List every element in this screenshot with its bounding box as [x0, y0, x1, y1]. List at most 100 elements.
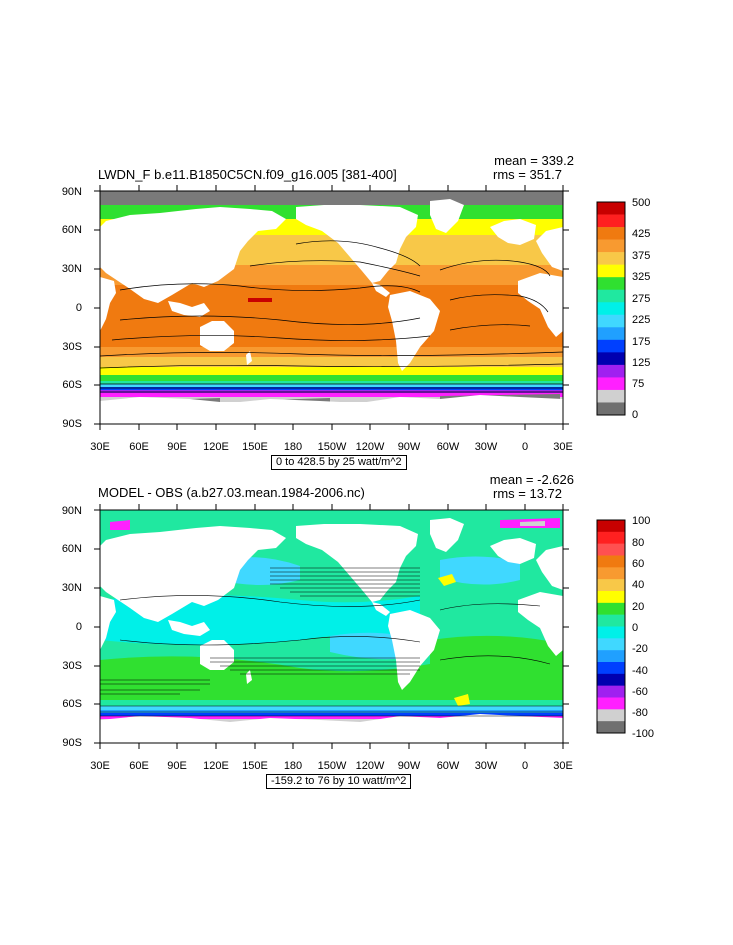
- lon-label: 90W: [397, 760, 421, 772]
- colorbar-label: 0: [632, 622, 639, 634]
- colorbar-label: 0: [632, 409, 639, 421]
- colorbar-swatch: [597, 662, 625, 675]
- colorbar-label: 100: [632, 515, 651, 527]
- lon-label: 150E: [242, 441, 268, 453]
- colorbar-label: 175: [632, 336, 651, 348]
- lon-label: 0: [521, 760, 529, 772]
- colorbar-swatch: [597, 339, 625, 353]
- colorbar-label: 40: [632, 579, 645, 591]
- lat-label: 30S: [62, 660, 82, 672]
- colorbar-swatch: [597, 709, 625, 722]
- colorbar-label: 225: [632, 314, 651, 326]
- colorbar-swatch: [597, 302, 625, 316]
- lon-label: 150W: [317, 441, 347, 453]
- colorbar-swatch: [597, 227, 625, 240]
- colorbar-swatch: [597, 721, 625, 734]
- lat-label: 30S: [62, 341, 82, 353]
- colorbar-label: 375: [632, 250, 651, 262]
- colorbar-swatch: [597, 214, 625, 228]
- colorbar-label: 275: [632, 293, 651, 305]
- lon-label: 60W: [436, 760, 460, 772]
- panel-2-title: MODEL - OBS (a.b27.03.mean.1984-2006.nc): [98, 485, 365, 500]
- colorbar-swatch: [597, 239, 625, 253]
- colorbar-label: 325: [632, 271, 651, 283]
- lat-label: 90S: [62, 418, 82, 430]
- panel-2-contour-info: -159.2 to 76 by 10 watt/m^2: [266, 774, 412, 789]
- lon-label: 30E: [553, 760, 573, 772]
- panel-1-colorbar: [596, 201, 626, 416]
- lat-label: 90N: [61, 186, 82, 198]
- lon-label: 30E: [553, 441, 573, 453]
- lon-label: 60E: [129, 760, 149, 772]
- colorbar-label: 60: [632, 558, 645, 570]
- colorbar-frame: [596, 201, 626, 416]
- panel-1-rms: rms = 351.7: [492, 167, 562, 182]
- lon-label: 150W: [317, 760, 347, 772]
- colorbar-label: -100: [632, 728, 655, 740]
- lon-label: 180: [283, 441, 303, 453]
- colorbar-label: 80: [632, 537, 645, 549]
- colorbar-swatch: [597, 602, 625, 615]
- lon-label: 60W: [436, 441, 460, 453]
- colorbar-swatch: [597, 389, 625, 403]
- lat-label: 90S: [62, 737, 82, 749]
- colorbar-swatch: [597, 314, 625, 328]
- lon-label: 90E: [167, 441, 187, 453]
- colorbar-swatch: [597, 202, 625, 215]
- lat-label: 60N: [61, 224, 82, 236]
- colorbar-swatch: [597, 531, 625, 544]
- colorbar-label: 125: [632, 357, 651, 369]
- lon-label: 90E: [167, 760, 187, 772]
- lon-label: 30E: [90, 441, 110, 453]
- colorbar-label: 75: [632, 378, 645, 390]
- lat-label: 30N: [61, 263, 82, 275]
- panel-2-colorbar: [596, 519, 626, 734]
- colorbar-swatch: [597, 626, 625, 639]
- colorbar-swatch: [597, 289, 625, 303]
- colorbar-swatch: [597, 697, 625, 710]
- panel-1-map: [94, 185, 569, 430]
- colorbar-swatch: [597, 520, 625, 533]
- lat-label: 30N: [61, 582, 82, 594]
- colorbar-swatch: [597, 352, 625, 366]
- lat-label: 60N: [61, 543, 82, 555]
- colorbar-swatch: [597, 364, 625, 378]
- colorbar-label: -20: [632, 643, 648, 655]
- lon-label: 60E: [129, 441, 149, 453]
- colorbar-label: 425: [632, 228, 651, 240]
- panel-1-contour-info: 0 to 428.5 by 25 watt/m^2: [271, 455, 407, 470]
- lon-label: 30W: [474, 760, 498, 772]
- colorbar-swatch: [597, 327, 625, 341]
- colorbar-swatch: [597, 638, 625, 651]
- colorbar-swatch: [597, 264, 625, 278]
- colorbar-label: -60: [632, 686, 648, 698]
- colorbar-swatch: [597, 579, 625, 592]
- colorbar-swatch: [597, 685, 625, 698]
- colorbar-frame: [596, 519, 626, 734]
- lon-label: 90W: [397, 441, 421, 453]
- lon-label: 30W: [474, 441, 498, 453]
- colorbar-label: 500: [632, 197, 651, 209]
- lon-label: 120E: [203, 441, 229, 453]
- lon-label: 30E: [90, 760, 110, 772]
- colorbar-swatch: [597, 614, 625, 627]
- lon-label: 120W: [355, 441, 385, 453]
- colorbar-label: -80: [632, 707, 648, 719]
- lon-label: 120W: [355, 760, 385, 772]
- colorbar-swatch: [597, 591, 625, 604]
- colorbar-label: -40: [632, 665, 648, 677]
- lat-label: 60S: [62, 379, 82, 391]
- panel-1-title: LWDN_F b.e11.B1850C5CN.f09_g16.005 [381-…: [98, 167, 397, 182]
- colorbar-swatch: [597, 567, 625, 580]
- lon-label: 120E: [203, 760, 229, 772]
- lon-label: 180: [283, 760, 303, 772]
- colorbar-label: 20: [632, 601, 645, 613]
- lon-label: 150E: [242, 760, 268, 772]
- lat-label: 0: [75, 621, 82, 633]
- colorbar-swatch: [597, 650, 625, 663]
- lat-label: 90N: [61, 505, 82, 517]
- panel-2-rms: rms = 13.72: [492, 486, 562, 501]
- lat-label: 0: [75, 302, 82, 314]
- panel-1-mean: mean = 339.2: [494, 153, 574, 168]
